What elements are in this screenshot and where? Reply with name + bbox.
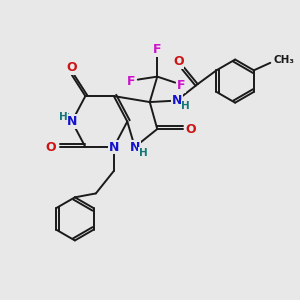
Text: O: O — [185, 122, 196, 136]
Text: CH₃: CH₃ — [274, 56, 295, 65]
Text: O: O — [185, 122, 196, 136]
Text: N: N — [172, 94, 182, 107]
Text: N: N — [130, 140, 140, 154]
Text: O: O — [46, 140, 56, 154]
Text: H: H — [137, 147, 146, 158]
Text: F: F — [177, 79, 185, 92]
Text: H: H — [181, 101, 190, 111]
Text: H: H — [58, 112, 67, 122]
Text: H: H — [61, 113, 70, 123]
Text: O: O — [173, 55, 184, 68]
Text: F: F — [153, 43, 161, 56]
Text: N: N — [130, 140, 140, 154]
Text: N: N — [67, 115, 77, 128]
Text: N: N — [109, 140, 119, 154]
Text: O: O — [173, 55, 184, 68]
Text: H: H — [181, 101, 190, 111]
Text: F: F — [127, 75, 135, 88]
Text: N: N — [67, 115, 77, 128]
Text: N: N — [109, 140, 119, 154]
Text: N: N — [172, 94, 182, 107]
Text: O: O — [67, 61, 77, 74]
Text: H: H — [139, 148, 148, 158]
Text: O: O — [67, 61, 77, 74]
Text: F: F — [153, 43, 161, 56]
Text: F: F — [177, 79, 185, 92]
Text: O: O — [46, 140, 56, 154]
Text: F: F — [127, 75, 135, 88]
